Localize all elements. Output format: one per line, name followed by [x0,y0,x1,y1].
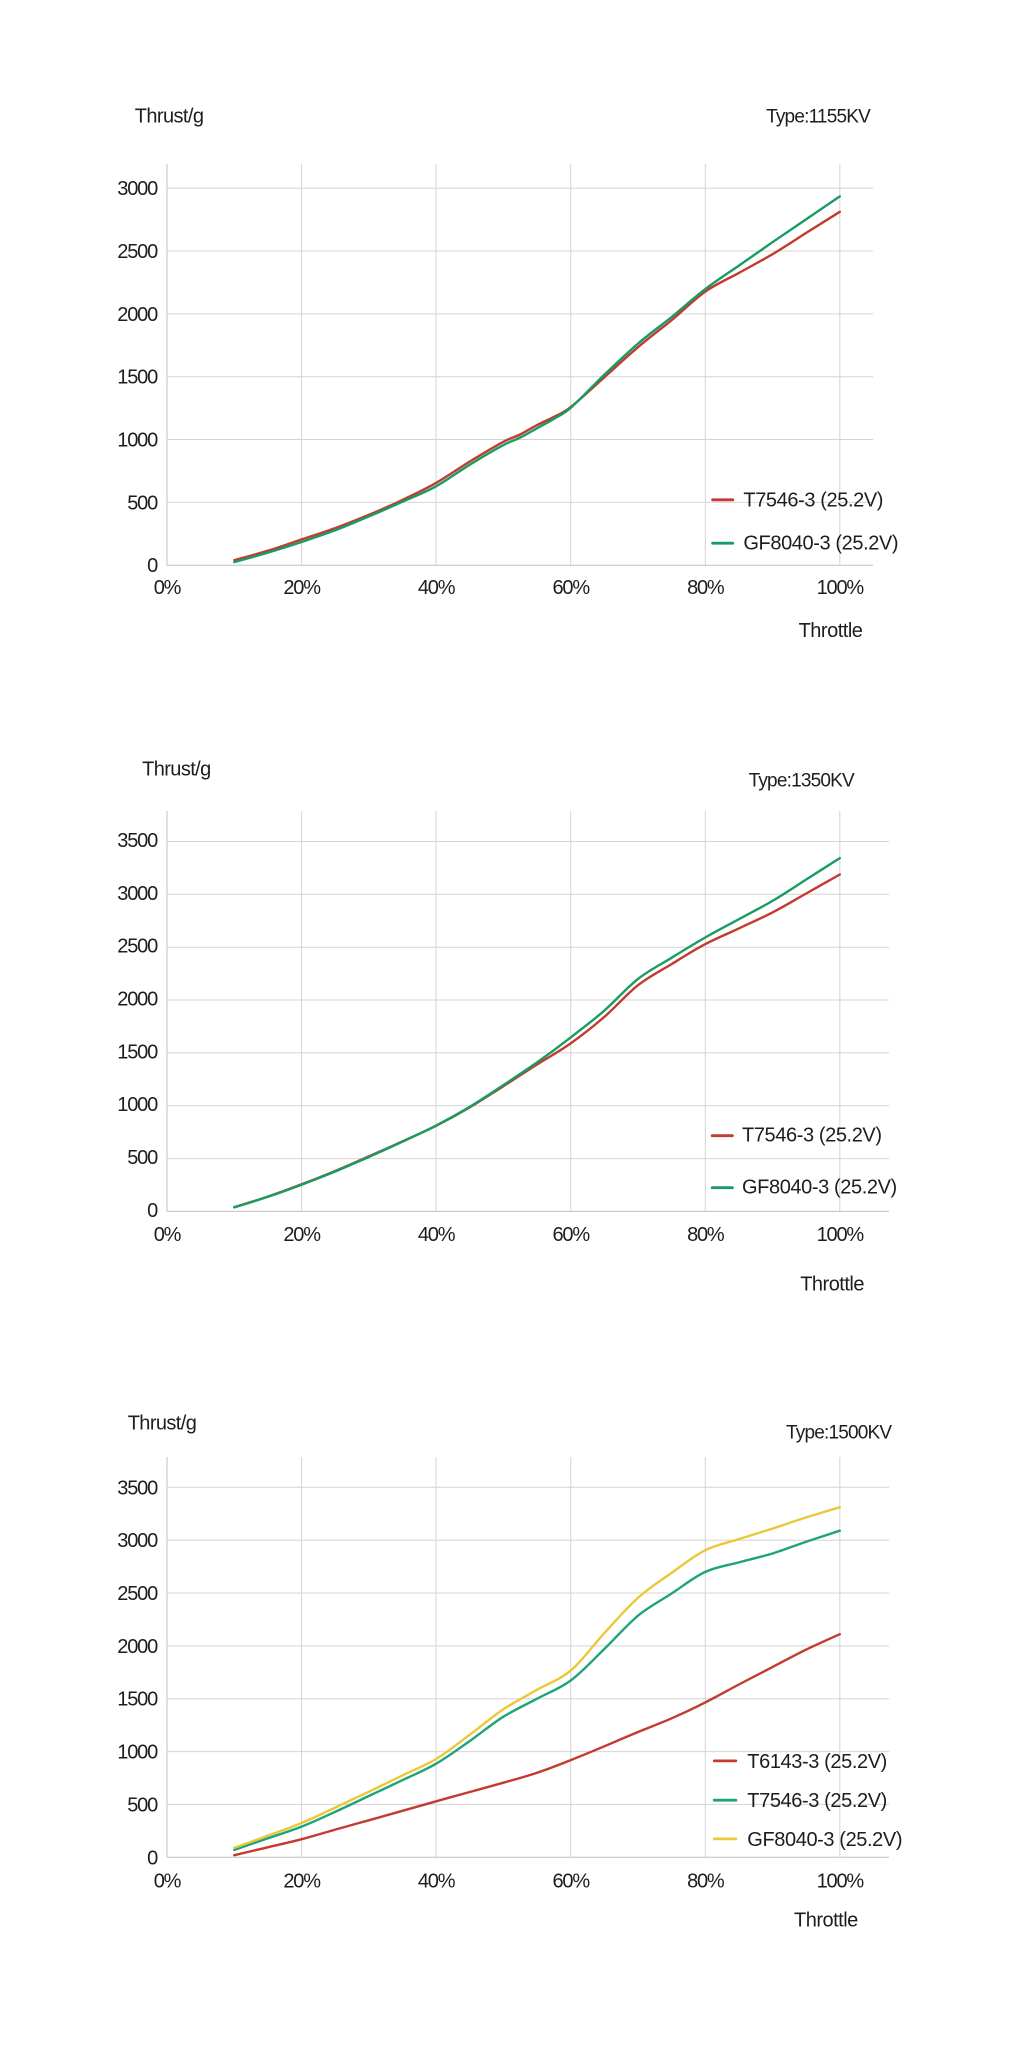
svg-text:3500: 3500 [117,830,158,852]
svg-text:Type:1500KV: Type:1500KV [786,1423,892,1444]
svg-text:T7546-3 (25.2V): T7546-3 (25.2V) [747,1790,887,1812]
svg-text:60%: 60% [552,1871,590,1893]
svg-text:Thrust/g: Thrust/g [135,105,204,127]
svg-text:1000: 1000 [117,1094,158,1116]
svg-text:20%: 20% [283,577,321,599]
svg-text:Throttle: Throttle [800,1273,864,1295]
svg-text:40%: 40% [418,577,456,599]
svg-text:3000: 3000 [117,883,158,905]
svg-text:2500: 2500 [117,936,158,958]
svg-text:40%: 40% [418,1224,456,1246]
svg-text:2500: 2500 [117,241,158,263]
svg-text:Throttle: Throttle [799,620,863,642]
svg-text:100%: 100% [817,1871,865,1893]
svg-text:1500: 1500 [117,1041,158,1063]
svg-text:Thrust/g: Thrust/g [142,759,211,781]
svg-text:1000: 1000 [117,1742,158,1764]
svg-text:1500: 1500 [117,1689,158,1711]
svg-text:100%: 100% [817,577,865,599]
svg-text:60%: 60% [552,577,590,599]
svg-text:20%: 20% [283,1224,321,1246]
svg-text:1500: 1500 [117,367,158,389]
svg-text:2000: 2000 [117,1636,158,1658]
svg-text:0: 0 [147,555,158,577]
svg-text:1000: 1000 [117,430,158,452]
svg-text:T7546-3 (25.2V): T7546-3 (25.2V) [742,1125,882,1147]
svg-text:2500: 2500 [117,1583,158,1605]
svg-text:20%: 20% [283,1871,321,1893]
svg-text:2000: 2000 [117,989,158,1011]
svg-text:500: 500 [127,1147,158,1169]
svg-text:80%: 80% [687,577,725,599]
svg-text:500: 500 [127,1794,158,1816]
svg-text:GF8040-3 (25.2V): GF8040-3 (25.2V) [742,1177,897,1199]
svg-text:0%: 0% [154,1224,182,1246]
svg-text:T6143-3 (25.2V): T6143-3 (25.2V) [747,1751,887,1773]
svg-text:3500: 3500 [117,1477,158,1499]
svg-text:0%: 0% [154,1871,182,1893]
svg-text:80%: 80% [687,1224,725,1246]
svg-text:3000: 3000 [117,1530,158,1552]
svg-text:0: 0 [147,1200,158,1222]
svg-text:0%: 0% [154,577,182,599]
svg-text:Thrust/g: Thrust/g [128,1413,197,1435]
svg-text:500: 500 [127,492,158,514]
svg-text:GF8040-3 (25.2V): GF8040-3 (25.2V) [743,533,898,555]
svg-text:60%: 60% [552,1224,590,1246]
svg-text:T7546-3 (25.2V): T7546-3 (25.2V) [743,489,883,511]
svg-text:GF8040-3 (25.2V): GF8040-3 (25.2V) [747,1829,902,1851]
svg-text:0: 0 [147,1847,158,1869]
svg-text:Type:1350KV: Type:1350KV [749,770,855,791]
svg-text:2000: 2000 [117,304,158,326]
svg-text:100%: 100% [817,1224,865,1246]
svg-text:Type:1155KV: Type:1155KV [766,107,871,128]
svg-text:Throttle: Throttle [794,1910,858,1932]
svg-text:40%: 40% [418,1871,456,1893]
svg-text:80%: 80% [687,1871,725,1893]
svg-text:3000: 3000 [117,178,158,200]
